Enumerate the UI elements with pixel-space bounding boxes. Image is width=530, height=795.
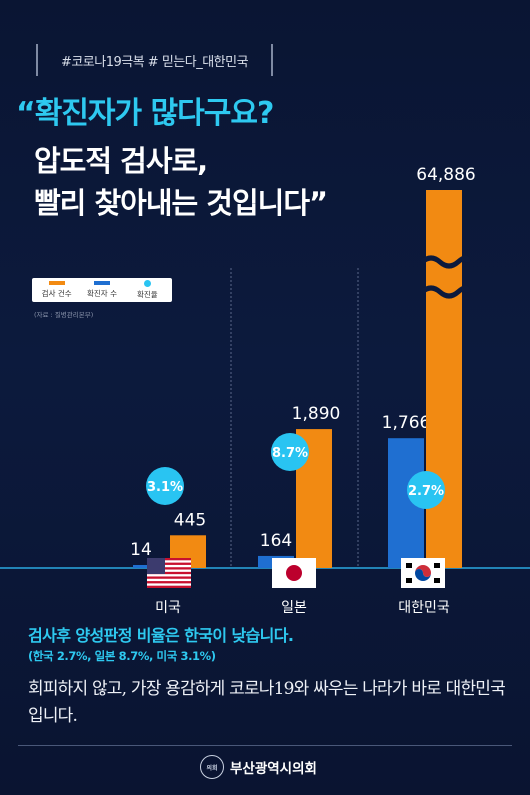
data-label-rate: 3.1% bbox=[147, 480, 183, 495]
bar-tests bbox=[426, 190, 462, 568]
body-text: 회피하지 않고, 가장 용감하게 코로나19와 싸우는 나라가 바로 대한민국입… bbox=[28, 679, 506, 726]
flag-korea-taeguk-red bbox=[415, 565, 431, 577]
flag-usa-stripe bbox=[147, 576, 191, 579]
flag-usa-stripe bbox=[147, 581, 191, 584]
footer-divider bbox=[18, 745, 512, 746]
data-label-cases: 164 bbox=[260, 531, 292, 551]
flag-korea-taeguk-blue bbox=[415, 569, 431, 581]
flag-usa-stripe bbox=[147, 585, 191, 588]
category-label-usa: 미국 bbox=[155, 600, 181, 616]
headline-line-2: 압도적 검사로, bbox=[34, 144, 208, 178]
hashtag-box: #코로나19극복 # 믿는다_대한민국 bbox=[36, 44, 273, 76]
legend-swatch-tests bbox=[48, 281, 65, 285]
legend-label-rate: 확진율 bbox=[136, 290, 158, 299]
axis-break-wave bbox=[420, 285, 471, 299]
legend-swatch-cases bbox=[93, 281, 110, 285]
data-label-rate: 8.7% bbox=[272, 446, 308, 461]
data-label-cases: 1,766 bbox=[382, 413, 431, 433]
flag-korea-trigram bbox=[406, 578, 412, 583]
rate-bubble bbox=[271, 433, 309, 471]
legend-item-cases: 확진자 수 bbox=[81, 281, 122, 299]
data-label-cases: 14 bbox=[130, 540, 152, 560]
legend-swatch-rate bbox=[143, 280, 151, 287]
headline-question: “확진자가 많다구요? bbox=[16, 96, 274, 131]
subhead: 검사후 양성판정 비율은 한국이 낮습니다. bbox=[28, 626, 294, 645]
data-label-tests: 445 bbox=[174, 510, 206, 530]
data-label-rate: 2.7% bbox=[408, 484, 444, 499]
flag-usa-stripe bbox=[147, 558, 191, 561]
seal-text: 의회 bbox=[206, 764, 218, 772]
council-seal-icon: 의회 bbox=[200, 755, 224, 779]
bar-chart: 14 445 3.1% 164 1,890 8.7% 1,766 64,886 2.7% bbox=[0, 165, 530, 588]
hashtag-text: #코로나19극복 # 믿는다_대한민국 bbox=[60, 54, 249, 70]
rate-bubble bbox=[146, 467, 184, 505]
flag-korea-trigram bbox=[434, 563, 440, 568]
legend-label-tests: 검사 건수 bbox=[41, 289, 72, 298]
legend-item-rate: 확진율 bbox=[127, 280, 168, 300]
flag-korea-trigram bbox=[406, 563, 412, 568]
flag-usa-canton bbox=[147, 558, 165, 574]
flag-usa-stripe bbox=[147, 571, 191, 575]
rate-bubble bbox=[407, 471, 445, 509]
chart-legend: 검사 건수 확진자 수 확진율 bbox=[32, 278, 172, 302]
axis-break-wave bbox=[420, 255, 471, 269]
data-label-tests: 64,886 bbox=[416, 165, 475, 185]
legend-item-tests: 검사 건수 bbox=[36, 281, 77, 299]
flag-usa-stripe bbox=[147, 567, 191, 570]
data-label-tests: 1,890 bbox=[292, 404, 341, 424]
footer: 의회 부산광역시의회 bbox=[200, 755, 317, 779]
flag-usa-stripe bbox=[147, 562, 191, 565]
category-label-korea: 대한민국 bbox=[398, 600, 450, 616]
headline-line-3: 빨리 찾아내는 것입니다” bbox=[34, 186, 328, 220]
flag-japan-sun bbox=[286, 565, 302, 581]
legend-label-cases: 확진자 수 bbox=[87, 289, 117, 298]
footer-org-name: 부산광역시의회 bbox=[230, 761, 317, 777]
subhead-detail: (한국 2.7%, 일본 8.7%, 미국 3.1%) bbox=[28, 649, 216, 663]
flag-korea-trigram bbox=[434, 578, 440, 583]
category-label-japan: 일본 bbox=[281, 600, 307, 616]
chart-source: (자료 : 질병관리본부) bbox=[34, 311, 94, 319]
